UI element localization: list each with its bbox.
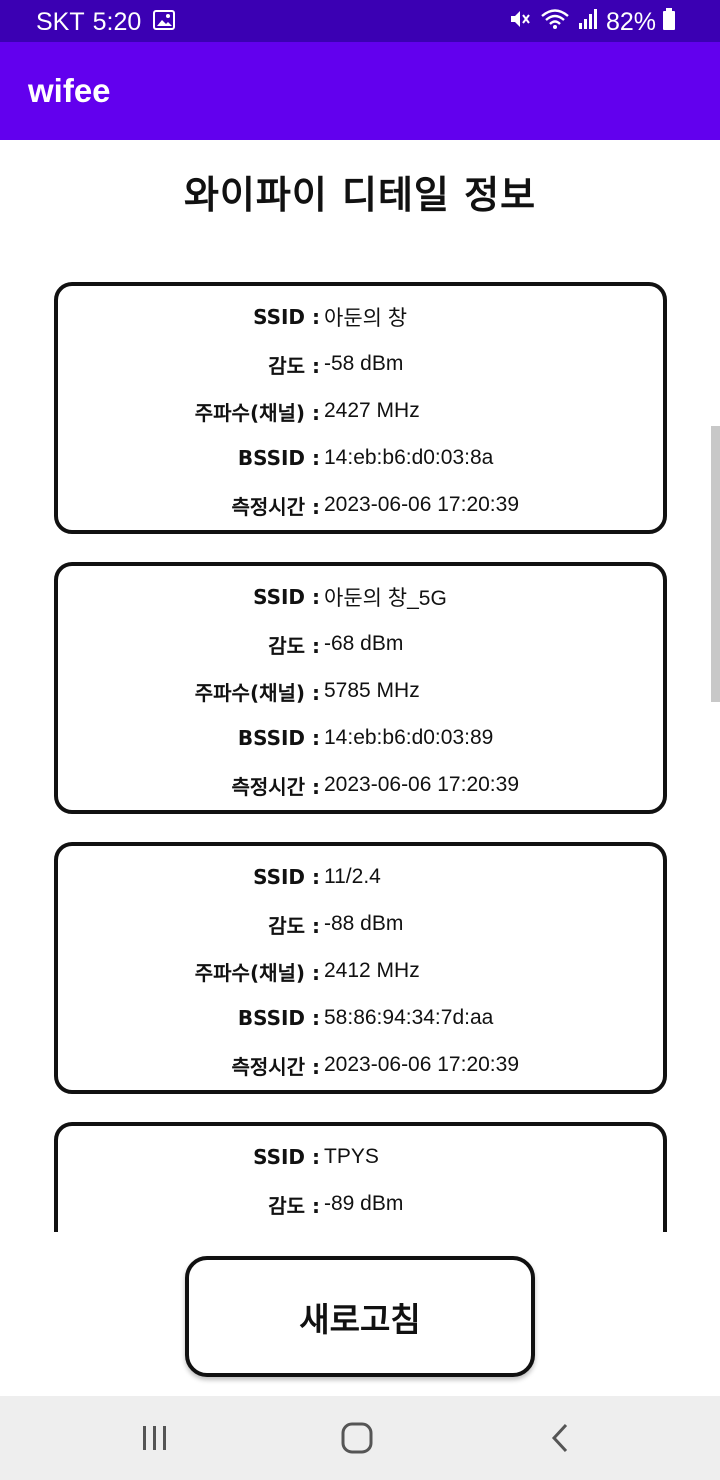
wifi-card[interactable]: SSID : 아둔의 창 감도 : -58 dBm 주파수(채널) : 2427…	[54, 282, 667, 534]
bssid-label: BSSID :	[237, 446, 320, 470]
scrollbar-thumb[interactable]	[711, 426, 720, 702]
frequency-row: 주파수(채널) : 2412 MHz	[58, 956, 663, 986]
ssid-label: SSID :	[253, 865, 320, 889]
gallery-icon	[153, 8, 176, 37]
ssid-row: SSID : 11/2.4	[58, 862, 663, 892]
wifi-icon	[540, 8, 578, 37]
ssid-value: 아둔의 창	[324, 307, 408, 330]
time-row: 측정시간 : 2023-06-06 17:20:39	[58, 1050, 663, 1080]
ssid-label: SSID :	[253, 1145, 320, 1169]
bssid-value: 58:86:94:34:7d:aa	[324, 1006, 494, 1029]
signal-icon	[578, 8, 606, 37]
status-right: 82%	[508, 8, 684, 37]
bssid-row: BSSID : 58:86:94:34:7d:aa	[58, 1003, 663, 1033]
strength-label: 감도 :	[268, 633, 320, 658]
time-value: 2023-06-06 17:20:39	[324, 773, 519, 796]
ssid-row: SSID : TPYS	[58, 1142, 663, 1172]
time-label: 측정시간 :	[231, 1054, 320, 1079]
strength-row: 감도 : -88 dBm	[58, 909, 663, 939]
wifi-card[interactable]: SSID : TPYS 감도 : -89 dBm	[54, 1122, 667, 1232]
time-row: 측정시간 : 2023-06-06 17:20:39	[58, 770, 663, 800]
ssid-row: SSID : 아둔의 창_5G	[58, 582, 663, 612]
recents-icon[interactable]	[135, 1418, 175, 1458]
status-left: SKT 5:20	[36, 8, 176, 37]
strength-label: 감도 :	[268, 353, 320, 378]
bssid-value: 14:eb:b6:d0:03:8a	[324, 446, 494, 469]
strength-row: 감도 : -68 dBm	[58, 629, 663, 659]
back-icon[interactable]	[540, 1418, 580, 1458]
refresh-button[interactable]: 새로고침	[185, 1256, 535, 1377]
time-value: 2023-06-06 17:20:39	[324, 1053, 519, 1076]
wifi-card[interactable]: SSID : 아둔의 창_5G 감도 : -68 dBm 주파수(채널) : 5…	[54, 562, 667, 814]
ssid-label: SSID :	[253, 585, 320, 609]
home-icon[interactable]	[337, 1418, 377, 1458]
battery-percent: 82%	[605, 8, 656, 36]
frequency-label: 주파수(채널) :	[194, 960, 320, 985]
battery-icon	[662, 8, 684, 37]
strength-value: -88 dBm	[324, 912, 404, 935]
ssid-value: 아둔의 창_5G	[324, 587, 447, 610]
strength-row: 감도 : -58 dBm	[58, 349, 663, 379]
strength-value: -89 dBm	[324, 1192, 404, 1215]
app-bar: wifee	[0, 42, 720, 140]
bssid-row: BSSID : 14:eb:b6:d0:03:89	[58, 723, 663, 753]
status-bar: SKT 5:20 82%	[0, 0, 720, 42]
carrier-label: SKT	[36, 8, 85, 36]
time-row: 측정시간 : 2023-06-06 17:20:39	[58, 490, 663, 520]
frequency-label: 주파수(채널) :	[194, 680, 320, 705]
page-title: 와이파이 디테일 정보	[183, 173, 537, 217]
mute-icon	[508, 8, 540, 37]
strength-value: -58 dBm	[324, 352, 404, 375]
ssid-value: 11/2.4	[324, 865, 381, 888]
strength-label: 감도 :	[268, 1193, 320, 1218]
strength-label: 감도 :	[268, 913, 320, 938]
frequency-value: 2427 MHz	[324, 399, 420, 422]
frequency-row: 주파수(채널) : 2427 MHz	[58, 396, 663, 426]
time-label: 측정시간 :	[231, 494, 320, 519]
wifi-card[interactable]: SSID : 11/2.4 감도 : -88 dBm 주파수(채널) : 241…	[54, 842, 667, 1094]
ssid-row: SSID : 아둔의 창	[58, 302, 663, 332]
ssid-label: SSID :	[253, 305, 320, 329]
frequency-value: 2412 MHz	[324, 959, 420, 982]
ssid-value: TPYS	[324, 1145, 379, 1168]
bssid-label: BSSID :	[237, 1006, 320, 1030]
frequency-label: 주파수(채널) :	[194, 400, 320, 425]
time-label: 측정시간 :	[231, 774, 320, 799]
time-value: 2023-06-06 17:20:39	[324, 493, 519, 516]
strength-value: -68 dBm	[324, 632, 404, 655]
frequency-row: 주파수(채널) : 5785 MHz	[58, 676, 663, 706]
bssid-row: BSSID : 14:eb:b6:d0:03:8a	[58, 443, 663, 473]
strength-row: 감도 : -89 dBm	[58, 1189, 663, 1219]
status-time: 5:20	[92, 8, 142, 36]
app-title: wifee	[28, 72, 111, 109]
bssid-value: 14:eb:b6:d0:03:89	[324, 726, 494, 749]
wifi-list[interactable]: SSID : 아둔의 창 감도 : -58 dBm 주파수(채널) : 2427…	[0, 270, 720, 1232]
navigation-bar	[0, 1396, 720, 1480]
bssid-label: BSSID :	[237, 726, 320, 750]
frequency-value: 5785 MHz	[324, 679, 420, 702]
